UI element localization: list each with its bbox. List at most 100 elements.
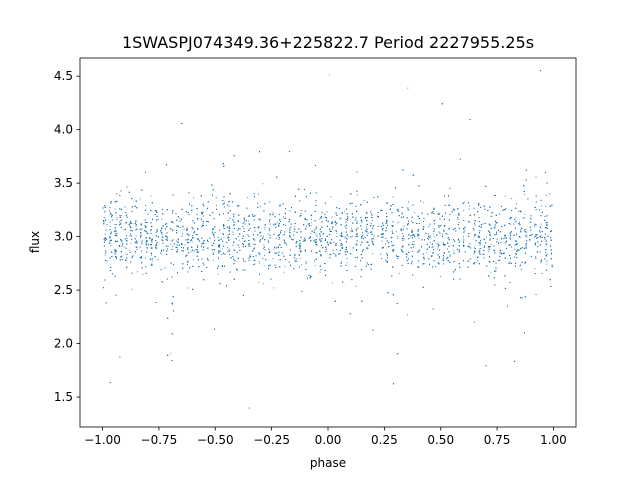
data-point	[535, 255, 537, 257]
data-point	[524, 193, 525, 195]
data-point	[262, 248, 264, 250]
data-point	[172, 229, 174, 231]
data-point	[526, 231, 528, 233]
data-point	[457, 219, 459, 221]
data-point	[339, 234, 341, 236]
data-point	[330, 196, 332, 198]
data-point	[157, 218, 159, 220]
data-point	[212, 252, 214, 254]
data-point	[301, 264, 302, 266]
data-point	[458, 221, 460, 223]
data-point	[293, 226, 295, 228]
data-point	[544, 236, 546, 238]
data-point	[172, 239, 174, 241]
data-point	[129, 249, 131, 251]
data-point	[264, 254, 266, 256]
data-point	[331, 216, 333, 218]
data-point	[540, 223, 542, 225]
data-point	[261, 238, 263, 240]
data-point	[125, 259, 127, 260]
data-point	[262, 183, 264, 185]
data-point	[449, 256, 451, 258]
data-point	[172, 246, 174, 247]
data-point	[524, 213, 526, 215]
data-point	[464, 230, 466, 232]
data-point	[315, 233, 317, 235]
data-point	[249, 246, 251, 247]
data-point	[137, 242, 139, 244]
data-point	[525, 236, 527, 238]
data-point	[463, 209, 465, 211]
data-point	[279, 231, 281, 233]
data-point	[142, 273, 144, 275]
data-point	[195, 233, 197, 235]
data-point	[490, 243, 492, 245]
data-point	[109, 226, 111, 227]
data-point	[267, 233, 269, 235]
data-point	[116, 217, 118, 219]
data-point	[166, 251, 168, 253]
data-point	[447, 241, 448, 243]
data-point	[433, 233, 435, 235]
data-point	[224, 228, 226, 230]
data-point	[429, 242, 431, 244]
data-point	[458, 214, 460, 216]
data-point	[479, 253, 481, 255]
data-point	[482, 223, 484, 225]
data-point	[114, 229, 116, 231]
data-point	[545, 195, 547, 197]
data-point	[234, 222, 236, 224]
data-point	[283, 271, 285, 273]
data-point	[484, 239, 486, 241]
data-point	[418, 238, 420, 239]
data-point	[396, 231, 397, 233]
data-point	[351, 235, 353, 237]
data-point	[439, 276, 441, 277]
data-point	[503, 209, 505, 210]
data-point	[540, 262, 542, 264]
data-point	[310, 214, 312, 216]
data-point	[386, 221, 387, 223]
data-point	[183, 228, 185, 230]
data-point	[146, 226, 148, 228]
data-point	[330, 230, 332, 232]
data-point	[246, 197, 248, 199]
data-point	[319, 271, 321, 273]
data-point	[510, 223, 512, 225]
data-point	[477, 260, 479, 262]
data-point	[345, 237, 347, 239]
data-point	[372, 238, 374, 240]
data-point	[474, 224, 476, 226]
data-point	[319, 218, 321, 220]
data-point	[151, 260, 153, 262]
data-point	[504, 195, 506, 197]
data-point	[410, 220, 412, 222]
data-point	[328, 254, 330, 256]
data-point	[310, 222, 312, 224]
data-point	[407, 87, 409, 89]
data-point	[228, 248, 230, 250]
data-point	[335, 254, 337, 255]
data-point	[335, 230, 337, 232]
data-point	[433, 236, 435, 238]
data-point	[242, 223, 244, 225]
data-point	[227, 251, 229, 252]
data-point	[139, 198, 141, 200]
data-point	[346, 262, 348, 264]
data-point	[304, 238, 306, 240]
data-points	[102, 70, 553, 409]
data-point	[151, 240, 153, 242]
data-point	[178, 217, 180, 219]
data-point	[201, 225, 203, 227]
data-point	[258, 281, 260, 283]
data-point	[289, 228, 291, 230]
data-point	[144, 222, 146, 223]
data-point	[167, 238, 169, 240]
data-point	[160, 230, 162, 232]
data-point	[447, 233, 449, 235]
data-point	[262, 235, 264, 237]
data-point	[363, 200, 365, 201]
data-point	[120, 214, 122, 216]
data-point	[104, 217, 106, 218]
